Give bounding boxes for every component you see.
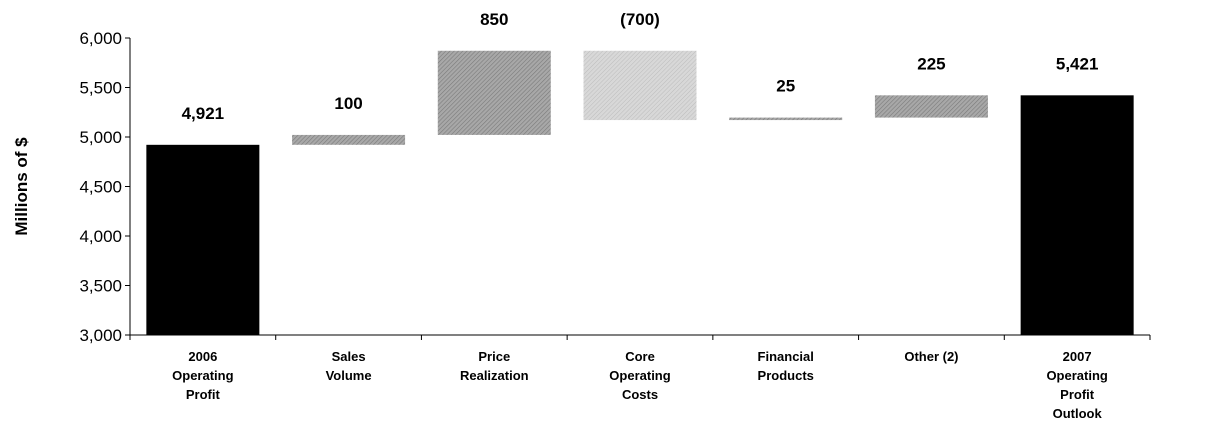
- bar-increase: [874, 95, 988, 118]
- data-label: 850: [480, 10, 508, 29]
- category-label-line: Price: [478, 349, 510, 364]
- category-label: Financial Products: [758, 349, 814, 383]
- data-label: 5,421: [1056, 54, 1099, 73]
- category-label-line: Realization: [460, 368, 529, 383]
- category-label-line: Operating: [609, 368, 670, 383]
- category-label-line: Sales: [332, 349, 366, 364]
- category-label-line: Outlook: [1053, 406, 1103, 421]
- bars: [146, 50, 1134, 335]
- bar-total: [1020, 95, 1134, 335]
- y-tick-label: 3,000: [79, 326, 122, 345]
- data-label: 4,921: [182, 104, 225, 123]
- bar-increase: [437, 50, 551, 135]
- category-label-line: Financial: [758, 349, 814, 364]
- category-labels: 2006 Operating Profit Sales Volume Price Reali…: [172, 349, 1108, 421]
- y-tick-label: 4,000: [79, 227, 122, 246]
- category-label-line: Products: [758, 368, 814, 383]
- category-label-line: Volume: [326, 368, 372, 383]
- data-label: 25: [776, 77, 795, 96]
- axes: [125, 37, 1151, 340]
- category-label-line: Other (2): [904, 349, 958, 364]
- category-label: Core Operating Costs: [609, 349, 670, 402]
- data-label: 225: [917, 54, 945, 73]
- y-tick-label: 5,000: [79, 128, 122, 147]
- data-label: 100: [334, 94, 362, 113]
- data-labels: 4,921 100 850 (700) 25 225 5,421: [182, 10, 1099, 123]
- y-tick-label: 4,500: [79, 178, 122, 197]
- bar-total: [146, 144, 260, 335]
- y-tick-labels: 3,000 3,500 4,000 4,500 5,000 5,500 6,000: [79, 29, 122, 345]
- category-label: Price Realization: [460, 349, 529, 383]
- category-label-line: Costs: [622, 387, 658, 402]
- category-label: Sales Volume: [326, 349, 372, 383]
- category-label-line: Core: [625, 349, 655, 364]
- category-label-line: 2007: [1063, 349, 1092, 364]
- y-tick-label: 3,500: [79, 277, 122, 296]
- bar-increase: [292, 134, 406, 145]
- y-tick-label: 5,500: [79, 79, 122, 98]
- category-label-line: Profit: [1060, 387, 1095, 402]
- category-label: 2007 Operating Profit Outlook: [1046, 349, 1107, 421]
- category-label: 2006 Operating Profit: [172, 349, 233, 402]
- bar-decrease: [583, 50, 697, 121]
- bar-increase: [729, 117, 843, 121]
- category-label-line: Operating: [1046, 368, 1107, 383]
- category-label: Other (2): [904, 349, 958, 364]
- y-axis-title: Millions of $: [12, 137, 31, 236]
- y-tick-label: 6,000: [79, 29, 122, 48]
- data-label: (700): [620, 10, 660, 29]
- category-label-line: Operating: [172, 368, 233, 383]
- category-label-line: Profit: [186, 387, 221, 402]
- category-label-line: 2006: [188, 349, 217, 364]
